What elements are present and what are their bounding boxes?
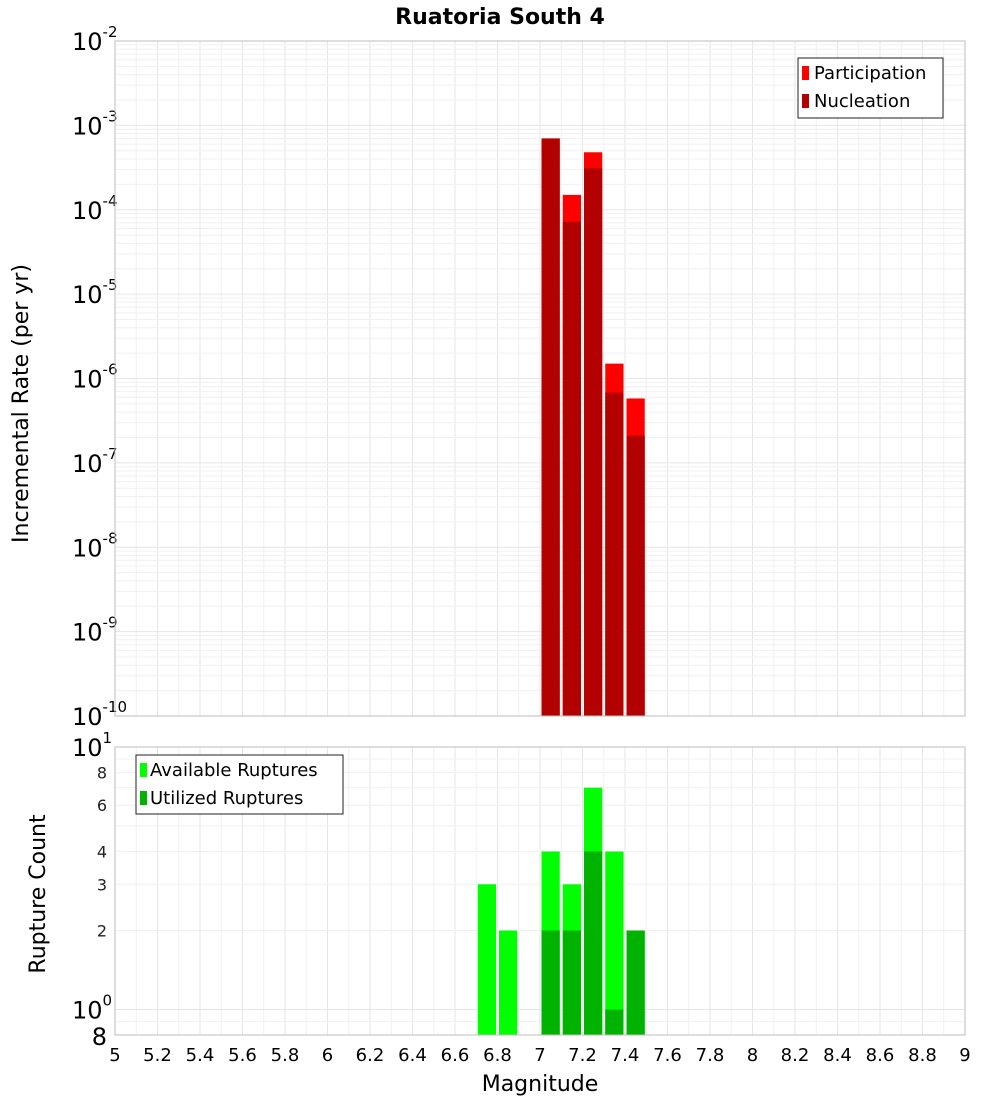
x-ticks: 5 5.2 5.4 5.6 5.8 6 6.2 6.4 6.6 6.8 7 7.2 7.4 7.6 7.8 8… — [109, 1045, 970, 1066]
utilized-ruptures-swatch — [140, 791, 147, 805]
nucleation-bar — [584, 168, 603, 716]
nucleation-bar — [562, 221, 581, 716]
available-ruptures-bar — [499, 930, 518, 1035]
rate-y-axis-label: Incremental Rate (per yr) — [9, 264, 34, 543]
x-tick-label: 7.6 — [653, 1045, 682, 1066]
x-tick-label: 6.4 — [398, 1045, 427, 1066]
rate-legend: Participation Nucleation — [797, 57, 944, 119]
y-tick-label: 10-5 — [72, 276, 118, 309]
x-tick-label: 5 — [109, 1045, 120, 1066]
available-ruptures-bar — [605, 851, 624, 1035]
x-tick-label: 8.4 — [823, 1045, 852, 1066]
x-tick-label: 8.8 — [908, 1045, 937, 1066]
x-tick-label: 5.2 — [143, 1045, 172, 1066]
y-minor-tick-label: 3 — [97, 875, 107, 894]
x-tick-label: 9 — [959, 1045, 970, 1066]
x-tick-label: 5.8 — [271, 1045, 300, 1066]
legend-participation: Participation — [814, 63, 926, 84]
x-tick-label: 6 — [322, 1045, 333, 1066]
count-legend: Available Ruptures Utilized Ruptures — [135, 754, 344, 815]
y-tick-label: 10-7 — [72, 445, 118, 478]
rate-panel: 10-10 10-9 10-8 10-7 10-6 10-5 10-4 10-3 10-2 Pa… — [9, 5, 966, 731]
rate-plot-border — [114, 40, 966, 717]
available-ruptures-bar — [477, 884, 496, 1035]
y-tick-label: 10-2 — [72, 23, 118, 56]
rate-grid — [114, 41, 966, 717]
x-tick-label: 8.2 — [781, 1045, 810, 1066]
utilized-ruptures-bar — [584, 851, 603, 1035]
nucleation-swatch — [802, 94, 809, 108]
count-bars — [477, 787, 645, 1035]
available-ruptures-swatch — [140, 763, 147, 777]
x-tick-label: 5.6 — [228, 1045, 257, 1066]
y-tick-label: 10-10 — [72, 698, 127, 731]
x-tick-label: 6.6 — [441, 1045, 470, 1066]
participation-swatch — [802, 66, 809, 80]
y-tick-label: 10-4 — [72, 192, 118, 225]
x-tick-label: 7 — [534, 1045, 545, 1066]
legend-box — [135, 754, 344, 815]
y-tick-label: 10-3 — [72, 107, 118, 140]
x-tick-label: 5.4 — [186, 1045, 215, 1066]
utilized-ruptures-bar — [605, 1009, 624, 1035]
rate-bars — [541, 138, 645, 717]
y-minor-tick-label: 4 — [97, 842, 107, 861]
x-tick-label: 6.8 — [483, 1045, 512, 1066]
chart-title: Ruatoria South 4 — [395, 5, 605, 30]
utilized-ruptures-bar — [541, 930, 560, 1035]
legend-box — [797, 57, 944, 119]
y-minor-tick-label: 8 — [92, 1023, 107, 1051]
y-tick-label: 10-8 — [72, 529, 118, 562]
count-plot-border — [114, 746, 966, 1036]
legend-utilized-ruptures: Utilized Ruptures — [150, 788, 303, 809]
nucleation-bar — [626, 435, 645, 716]
x-axis-label: Magnitude — [482, 1072, 599, 1097]
y-minor-tick-label: 8 — [97, 763, 107, 782]
x-tick-label: 8 — [747, 1045, 758, 1066]
x-tick-label: 7.4 — [611, 1045, 640, 1066]
x-tick-label: 7.2 — [568, 1045, 597, 1066]
x-tick-label: 7.8 — [696, 1045, 725, 1066]
y-minor-tick-label: 6 — [97, 796, 107, 815]
nucleation-bar — [605, 392, 624, 716]
utilized-ruptures-bar — [562, 930, 581, 1035]
utilized-ruptures-bar — [626, 930, 645, 1035]
y-tick-label: 10-6 — [72, 361, 118, 394]
count-y-axis-label: Rupture Count — [26, 814, 51, 974]
y-tick-label: 101 — [72, 729, 112, 762]
nucleation-bar — [541, 138, 560, 717]
x-tick-label: 6.2 — [356, 1045, 385, 1066]
y-minor-tick-label: 2 — [97, 922, 107, 941]
x-tick-label: 8.6 — [866, 1045, 895, 1066]
rate-y-ticks: 10-10 10-9 10-8 10-7 10-6 10-5 10-4 10-3 10-2 — [72, 23, 127, 731]
legend-nucleation: Nucleation — [814, 91, 910, 112]
y-tick-label: 100 — [72, 992, 112, 1025]
y-tick-label: 10-9 — [72, 614, 118, 647]
legend-available-ruptures: Available Ruptures — [150, 760, 318, 781]
